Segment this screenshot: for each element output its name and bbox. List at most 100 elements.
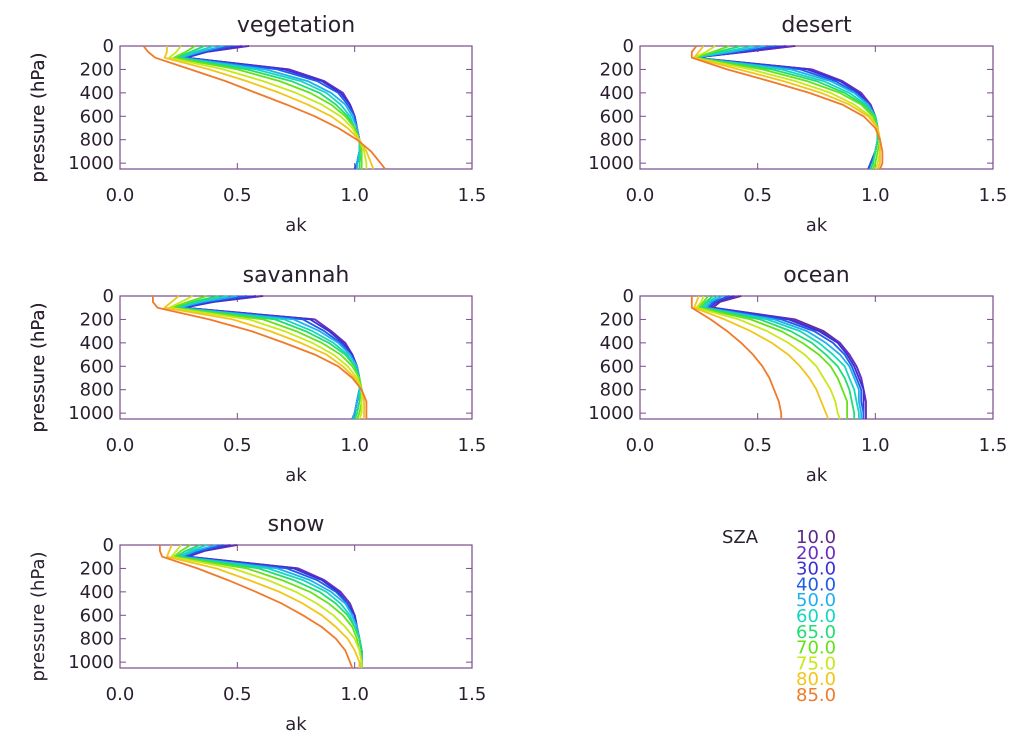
x-tick-label: 1.5 xyxy=(979,435,1008,456)
x-tick-label: 1.0 xyxy=(861,435,890,456)
legend-entry-sza-60-0: 60.0 xyxy=(796,606,836,627)
panel-title: snow xyxy=(268,512,325,537)
y-tick-label: 800 xyxy=(80,130,114,151)
plot-frame xyxy=(119,45,473,170)
y-axis-title: pressure (hPa) xyxy=(28,53,49,183)
x-tick-label: 1.0 xyxy=(340,684,369,705)
series-line-sza-70-0 xyxy=(173,45,363,169)
x-tick-label: 0.0 xyxy=(106,435,135,456)
x-tick-label: 0.5 xyxy=(223,684,252,705)
x-tick-label: 0.0 xyxy=(106,684,135,705)
y-tick-label: 1000 xyxy=(588,403,634,424)
x-tick-label: 1.5 xyxy=(979,185,1008,206)
x-tick-label: 1.5 xyxy=(458,185,487,206)
series-line-sza-85-0 xyxy=(158,545,354,669)
x-tick-label: 0.5 xyxy=(743,185,772,206)
y-tick-label: 200 xyxy=(80,558,114,579)
legend-entry-sza-20-0: 20.0 xyxy=(796,543,836,564)
legend-entry-sza-30-0: 30.0 xyxy=(796,559,836,580)
y-tick-label: 600 xyxy=(80,106,114,127)
series-line-sza-80-0 xyxy=(163,46,375,170)
x-tick-label: 0.5 xyxy=(743,435,772,456)
series-line-sza-75-0 xyxy=(168,45,368,169)
y-axis-title: pressure (hPa) xyxy=(28,303,49,433)
series-line-sza-75-0 xyxy=(170,544,363,668)
series-group xyxy=(151,295,368,420)
y-tick-label: 400 xyxy=(600,83,634,104)
y-tick-label: 800 xyxy=(80,380,114,401)
y-tick-label: 400 xyxy=(80,582,114,603)
x-tick-label: 1.5 xyxy=(458,435,487,456)
series-line-sza-80-0 xyxy=(693,295,830,420)
y-axis-title: pressure (hPa) xyxy=(28,303,49,433)
x-tick-label: 1.5 xyxy=(458,684,487,705)
series-group xyxy=(690,45,884,170)
y-tick-label: 200 xyxy=(80,309,114,330)
plot-frame xyxy=(119,544,473,669)
panel-title: savannah xyxy=(243,263,350,288)
legend-entry-sza-50-0: 50.0 xyxy=(796,590,836,611)
legend-entry-sza-10-0: 10.0 xyxy=(796,527,836,548)
series-line-sza-85-0 xyxy=(142,45,386,170)
y-tick-label: 200 xyxy=(80,59,114,80)
series-line-sza-80-0 xyxy=(693,45,881,170)
x-tick-label: 0.0 xyxy=(106,185,135,206)
panel-title: desert xyxy=(781,13,852,38)
y-tick-label: 0 xyxy=(103,286,114,307)
legend-entry-sza-70-0: 70.0 xyxy=(796,638,836,659)
x-axis-title: ak xyxy=(285,714,307,735)
x-tick-label: 1.0 xyxy=(340,435,369,456)
y-tick-label: 1000 xyxy=(68,403,114,424)
y-tick-label: 800 xyxy=(80,629,114,650)
panel-title: ocean xyxy=(783,263,850,288)
y-tick-label: 400 xyxy=(80,83,114,104)
y-tick-label: 0 xyxy=(103,36,114,57)
y-tick-label: 0 xyxy=(623,36,634,57)
x-tick-label: 0.0 xyxy=(626,185,655,206)
y-tick-label: 0 xyxy=(623,286,634,307)
legend-entry-sza-65-0: 65.0 xyxy=(796,622,836,643)
series-group xyxy=(142,45,386,170)
legend-entry-sza-80-0: 80.0 xyxy=(796,669,836,690)
y-tick-label: 800 xyxy=(600,130,634,151)
series-line-sza-85-0 xyxy=(151,296,368,419)
legend-entry-sza-40-0: 40.0 xyxy=(796,574,836,595)
y-tick-label: 800 xyxy=(600,380,634,401)
legend-entry-sza-85-0: 85.0 xyxy=(796,685,836,706)
x-tick-label: 1.0 xyxy=(340,185,369,206)
y-tick-label: 600 xyxy=(80,356,114,377)
x-axis-title: ak xyxy=(806,465,828,486)
y-tick-label: 1000 xyxy=(588,153,634,174)
series-line-sza-80-0 xyxy=(165,544,361,668)
x-tick-label: 0.5 xyxy=(223,185,252,206)
y-tick-label: 400 xyxy=(600,333,634,354)
y-tick-label: 0 xyxy=(103,535,114,556)
legend: SZA 10.020.030.040.050.060.065.070.075.08… xyxy=(722,527,836,706)
series-group xyxy=(158,544,363,669)
series-line-sza-80-0 xyxy=(163,295,366,419)
y-tick-label: 600 xyxy=(600,356,634,377)
x-axis-title: ak xyxy=(285,215,307,236)
legend-entry-sza-75-0: 75.0 xyxy=(796,653,836,674)
y-tick-label: 1000 xyxy=(68,153,114,174)
y-axis-title: pressure (hPa) xyxy=(28,53,49,183)
y-tick-label: 600 xyxy=(80,605,114,626)
x-axis-title: ak xyxy=(285,465,307,486)
x-tick-label: 0.5 xyxy=(223,435,252,456)
plot-frame xyxy=(119,295,473,420)
y-tick-label: 1000 xyxy=(68,652,114,673)
y-tick-label: 200 xyxy=(600,309,634,330)
y-tick-label: 200 xyxy=(600,59,634,80)
series-line-sza-75-0 xyxy=(695,295,841,420)
series-line-sza-85-0 xyxy=(690,45,884,170)
series-line-sza-85-0 xyxy=(690,296,783,419)
x-axis-title: ak xyxy=(806,215,828,236)
y-tick-label: 600 xyxy=(600,106,634,127)
panel-title: vegetation xyxy=(237,13,355,38)
